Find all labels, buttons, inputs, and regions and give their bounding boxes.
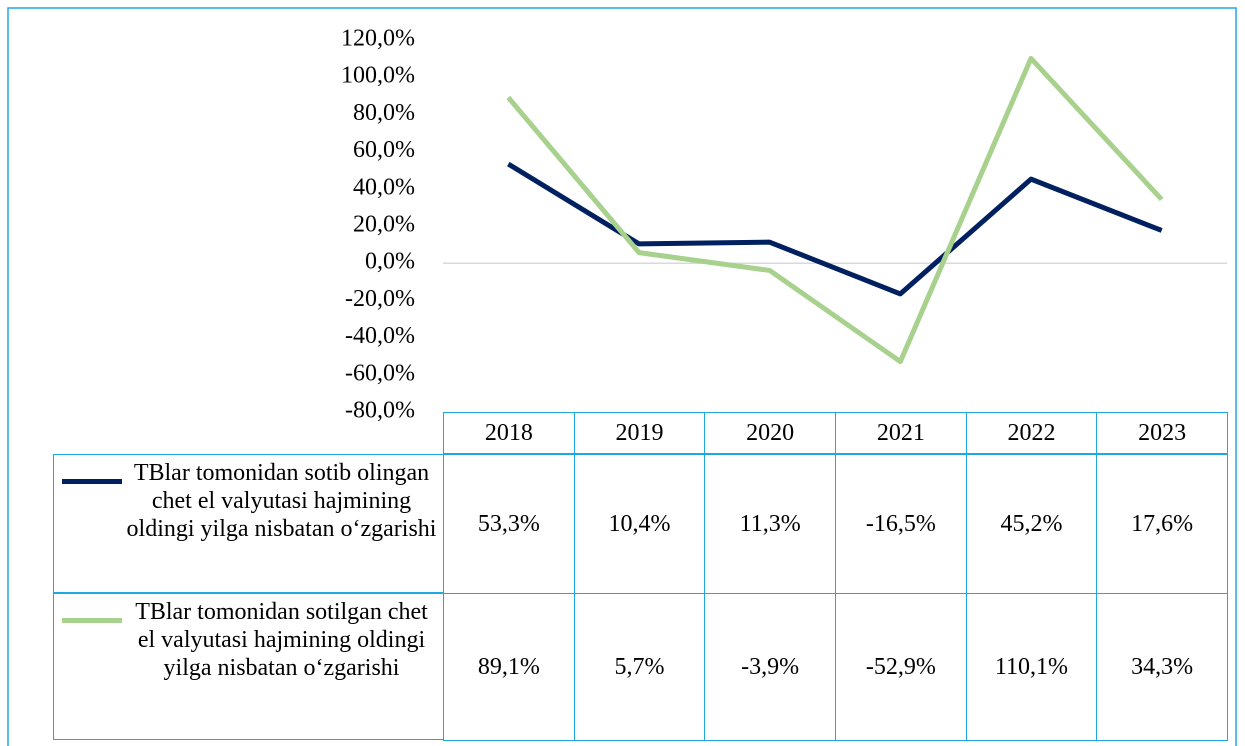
y-tick-label: 60,0% xyxy=(353,137,415,163)
table-header-cell: 2018 xyxy=(443,412,575,454)
table-value-cell: 34,3% xyxy=(1096,593,1228,741)
y-tick-label: 80,0% xyxy=(353,100,415,126)
table-value-cell: 53,3% xyxy=(443,454,575,594)
legend-swatch xyxy=(62,618,122,623)
y-tick-label: 0,0% xyxy=(365,249,415,275)
table-value-cell: 110,1% xyxy=(965,593,1098,741)
legend-label: TBlar tomonidan sotilgan chet el valyuta… xyxy=(135,599,428,681)
y-tick-label: -60,0% xyxy=(345,360,415,386)
table-value-cell: 5,7% xyxy=(573,593,706,741)
legend-label: TBlar tomonidan sotib olingan chet el va… xyxy=(126,460,437,542)
legend-cell: TBlar tomonidan sotib olingan chet el va… xyxy=(53,454,444,593)
table-header-cell: 2019 xyxy=(573,412,706,454)
y-tick-label: -40,0% xyxy=(345,323,415,349)
table-header-cell: 2020 xyxy=(704,412,836,454)
y-tick-label: 40,0% xyxy=(353,174,415,200)
table-value-cell: -52,9% xyxy=(835,593,967,741)
legend-swatch xyxy=(62,479,122,484)
table-header-cell: 2022 xyxy=(965,412,1098,454)
table-value-cell: 45,2% xyxy=(965,454,1098,594)
y-tick-label: 20,0% xyxy=(353,212,415,238)
table-value-cell: -3,9% xyxy=(704,593,836,741)
table-value-cell: 17,6% xyxy=(1096,454,1228,594)
y-tick-label: 100,0% xyxy=(341,63,415,89)
table-value-cell: 10,4% xyxy=(573,454,706,594)
y-tick-label: 120,0% xyxy=(341,26,415,52)
legend-cell: TBlar tomonidan sotilgan chet el valyuta… xyxy=(53,593,444,740)
chart-border xyxy=(7,7,1237,746)
series-line xyxy=(507,161,1163,297)
y-tick-label: -80,0% xyxy=(345,398,415,424)
table-header-cell: 2023 xyxy=(1096,412,1228,454)
table-value-cell: -16,5% xyxy=(835,454,967,594)
series-line xyxy=(506,55,1164,365)
table-value-cell: 11,3% xyxy=(704,454,836,594)
table-value-cell: 89,1% xyxy=(443,593,575,741)
table-header-cell: 2021 xyxy=(835,412,967,454)
y-tick-label: -20,0% xyxy=(345,286,415,312)
